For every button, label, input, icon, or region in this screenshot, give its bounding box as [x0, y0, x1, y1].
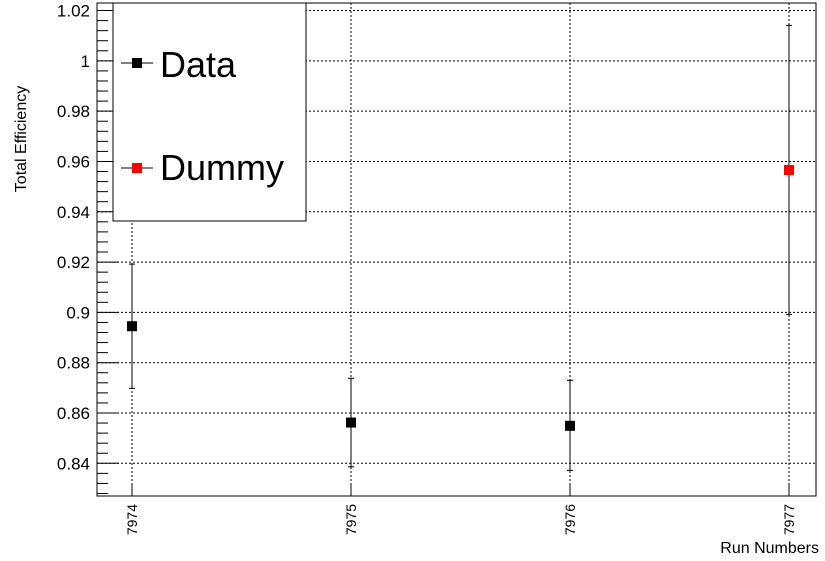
- data-point-dummy: [784, 165, 794, 176]
- x-tick-label: 7974: [124, 504, 140, 535]
- legend-marker-data: [132, 58, 142, 68]
- y-tick-label: 0.9: [66, 303, 90, 322]
- legend-label-data: Data: [160, 44, 237, 85]
- y-tick-label: 0.94: [57, 203, 90, 222]
- legend: Data Dummy: [112, 2, 307, 222]
- y-tick-label: 0.96: [57, 152, 90, 171]
- y-axis: 0.84 0.86 0.88 0.9 0.92 0.94 0.96 0.98 1 1.02: [57, 2, 119, 494]
- data-point-data: [565, 420, 575, 431]
- plot-frame: [96, 2, 817, 497]
- y-tick-label: 0.92: [57, 253, 90, 272]
- data-series: [127, 24, 794, 471]
- x-tick-label: 7977: [781, 504, 797, 535]
- x-tick-label: 7976: [562, 504, 578, 535]
- y-tick-label: 1: [81, 52, 90, 71]
- legend-box: [112, 2, 307, 222]
- legend-entry-data: Data: [121, 44, 237, 85]
- legend-entry-dummy: Dummy: [121, 147, 284, 188]
- legend-label-dummy: Dummy: [160, 147, 284, 188]
- data-point-data: [127, 321, 137, 332]
- y-tick-label: 0.84: [57, 454, 90, 473]
- x-axis-label: Run Numbers: [720, 540, 819, 557]
- y-tick-label: 1.02: [57, 2, 90, 21]
- y-tick-label: 0.86: [57, 404, 90, 423]
- x-axis: 7974 7975 7976 7977: [124, 484, 797, 535]
- legend-marker-dummy: [132, 163, 142, 173]
- y-axis-label: Total Efficiency: [13, 86, 30, 192]
- x-tick-label: 7975: [343, 504, 359, 535]
- data-point-data: [346, 417, 356, 428]
- y-tick-label: 0.88: [57, 354, 90, 373]
- y-tick-label: 0.98: [57, 102, 90, 121]
